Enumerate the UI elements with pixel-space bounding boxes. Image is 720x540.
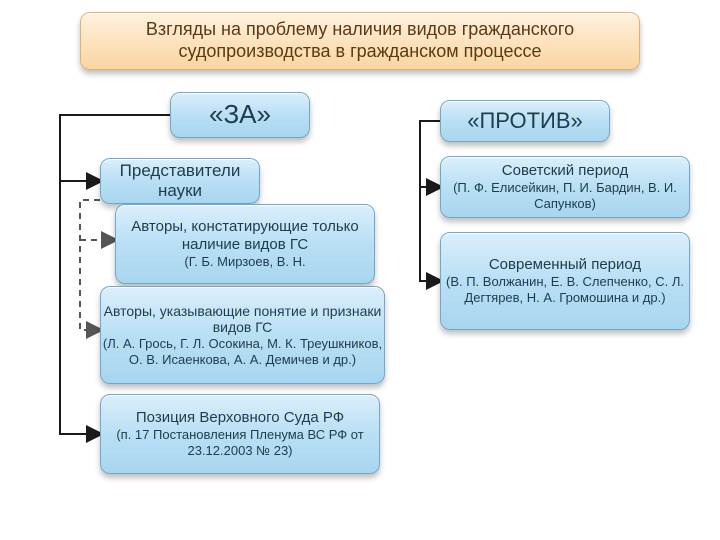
protiv-heading: «ПРОТИВ» xyxy=(440,100,610,142)
authors-declare-names: (Г. Б. Мирзоев, В. Н. xyxy=(184,254,305,270)
soviet-names: (П. Ф. Елисейкин, П. И. Бардин, В. И. Са… xyxy=(441,180,689,211)
supreme-note: (п. 17 Постановления Пленума ВС РФ от 23… xyxy=(101,427,379,458)
protiv-heading-text: «ПРОТИВ» xyxy=(467,108,583,134)
modern-title: Современный период xyxy=(489,256,641,274)
soviet-title: Советский период xyxy=(502,162,628,180)
za-heading-text: «ЗА» xyxy=(209,99,271,130)
title-box: Взгляды на проблему наличия видов гражда… xyxy=(80,12,640,70)
authors-define-title: Авторы, указывающие понятие и признаки в… xyxy=(101,303,384,337)
modern-names: (В. П. Волжанин, Е. В. Слепченко, С. Л. … xyxy=(441,274,689,305)
authors-declare-box: Авторы, констатирующие только наличие ви… xyxy=(115,204,375,284)
authors-define-names: (Л. А. Грось, Г. Л. Осокина, М. К. Треуш… xyxy=(101,336,384,367)
title-text: Взгляды на проблему наличия видов гражда… xyxy=(81,19,639,62)
science-text: Представители науки xyxy=(101,161,259,202)
soviet-box: Советский период (П. Ф. Елисейкин, П. И.… xyxy=(440,156,690,218)
science-box: Представители науки xyxy=(100,158,260,204)
supreme-box: Позиция Верховного Суда РФ (п. 17 Постан… xyxy=(100,394,380,474)
authors-declare-title: Авторы, констатирующие только наличие ви… xyxy=(116,218,374,254)
modern-box: Современный период (В. П. Волжанин, Е. В… xyxy=(440,232,690,330)
supreme-title: Позиция Верховного Суда РФ xyxy=(136,409,344,427)
authors-define-box: Авторы, указывающие понятие и признаки в… xyxy=(100,286,385,384)
za-heading: «ЗА» xyxy=(170,92,310,138)
